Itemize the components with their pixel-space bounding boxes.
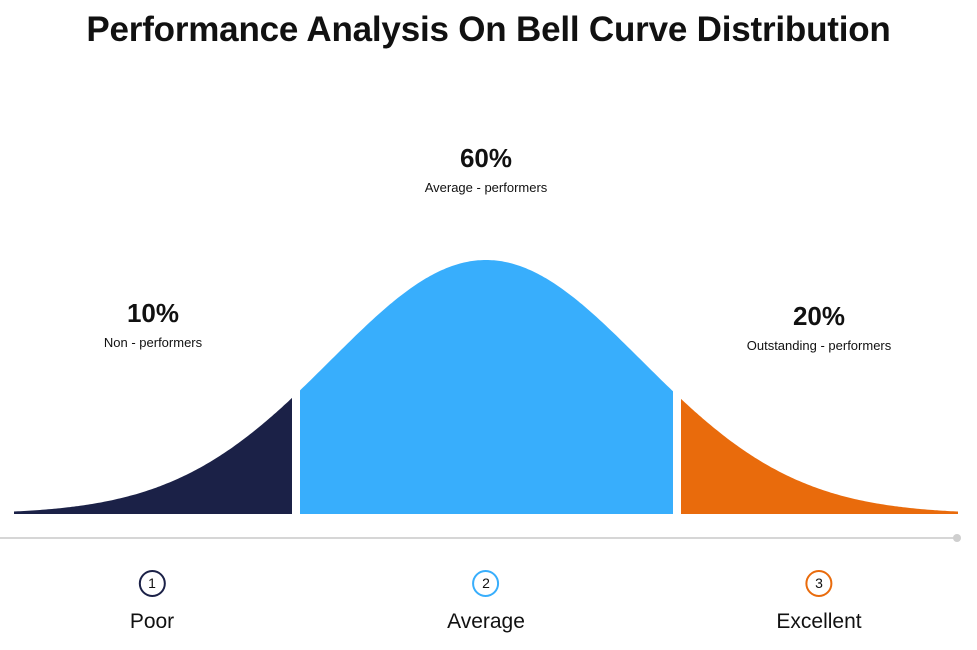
segment-label-excellent: 20% Outstanding - performers [747,301,892,353]
bell-segment-poor [14,397,292,514]
segment-label-average: 60% Average - performers [425,143,548,195]
category-name-excellent: Excellent [776,610,862,633]
segment-percent-average: 60% [459,143,513,173]
category-name-poor: Poor [129,610,175,633]
category-number-badge: 1 [138,570,166,597]
category-average: 2 Average [447,570,525,634]
segment-label-poor: 10% Non - performers [104,298,202,350]
axis-end-dot [953,534,961,542]
bell-curve [14,260,958,514]
baseline-axis [0,537,958,539]
category-excellent: 3 Excellent [776,570,862,634]
category-number-badge: 2 [472,570,500,597]
segment-desc-excellent: Outstanding - performers [746,338,892,353]
category-poor: 1 Poor [130,570,174,634]
bell-segment-excellent [681,398,958,514]
page-title: Performance Analysis On Bell Curve Distr… [86,10,891,49]
segment-percent-poor: 10% [126,298,180,328]
segment-desc-average: Average - performers [424,180,548,195]
category-number-badge: 3 [805,570,833,597]
category-name-average: Average [447,610,525,633]
segment-percent-excellent: 20% [792,301,846,331]
bell-segment-average [300,260,673,514]
segment-desc-poor: Non - performers [103,335,203,350]
